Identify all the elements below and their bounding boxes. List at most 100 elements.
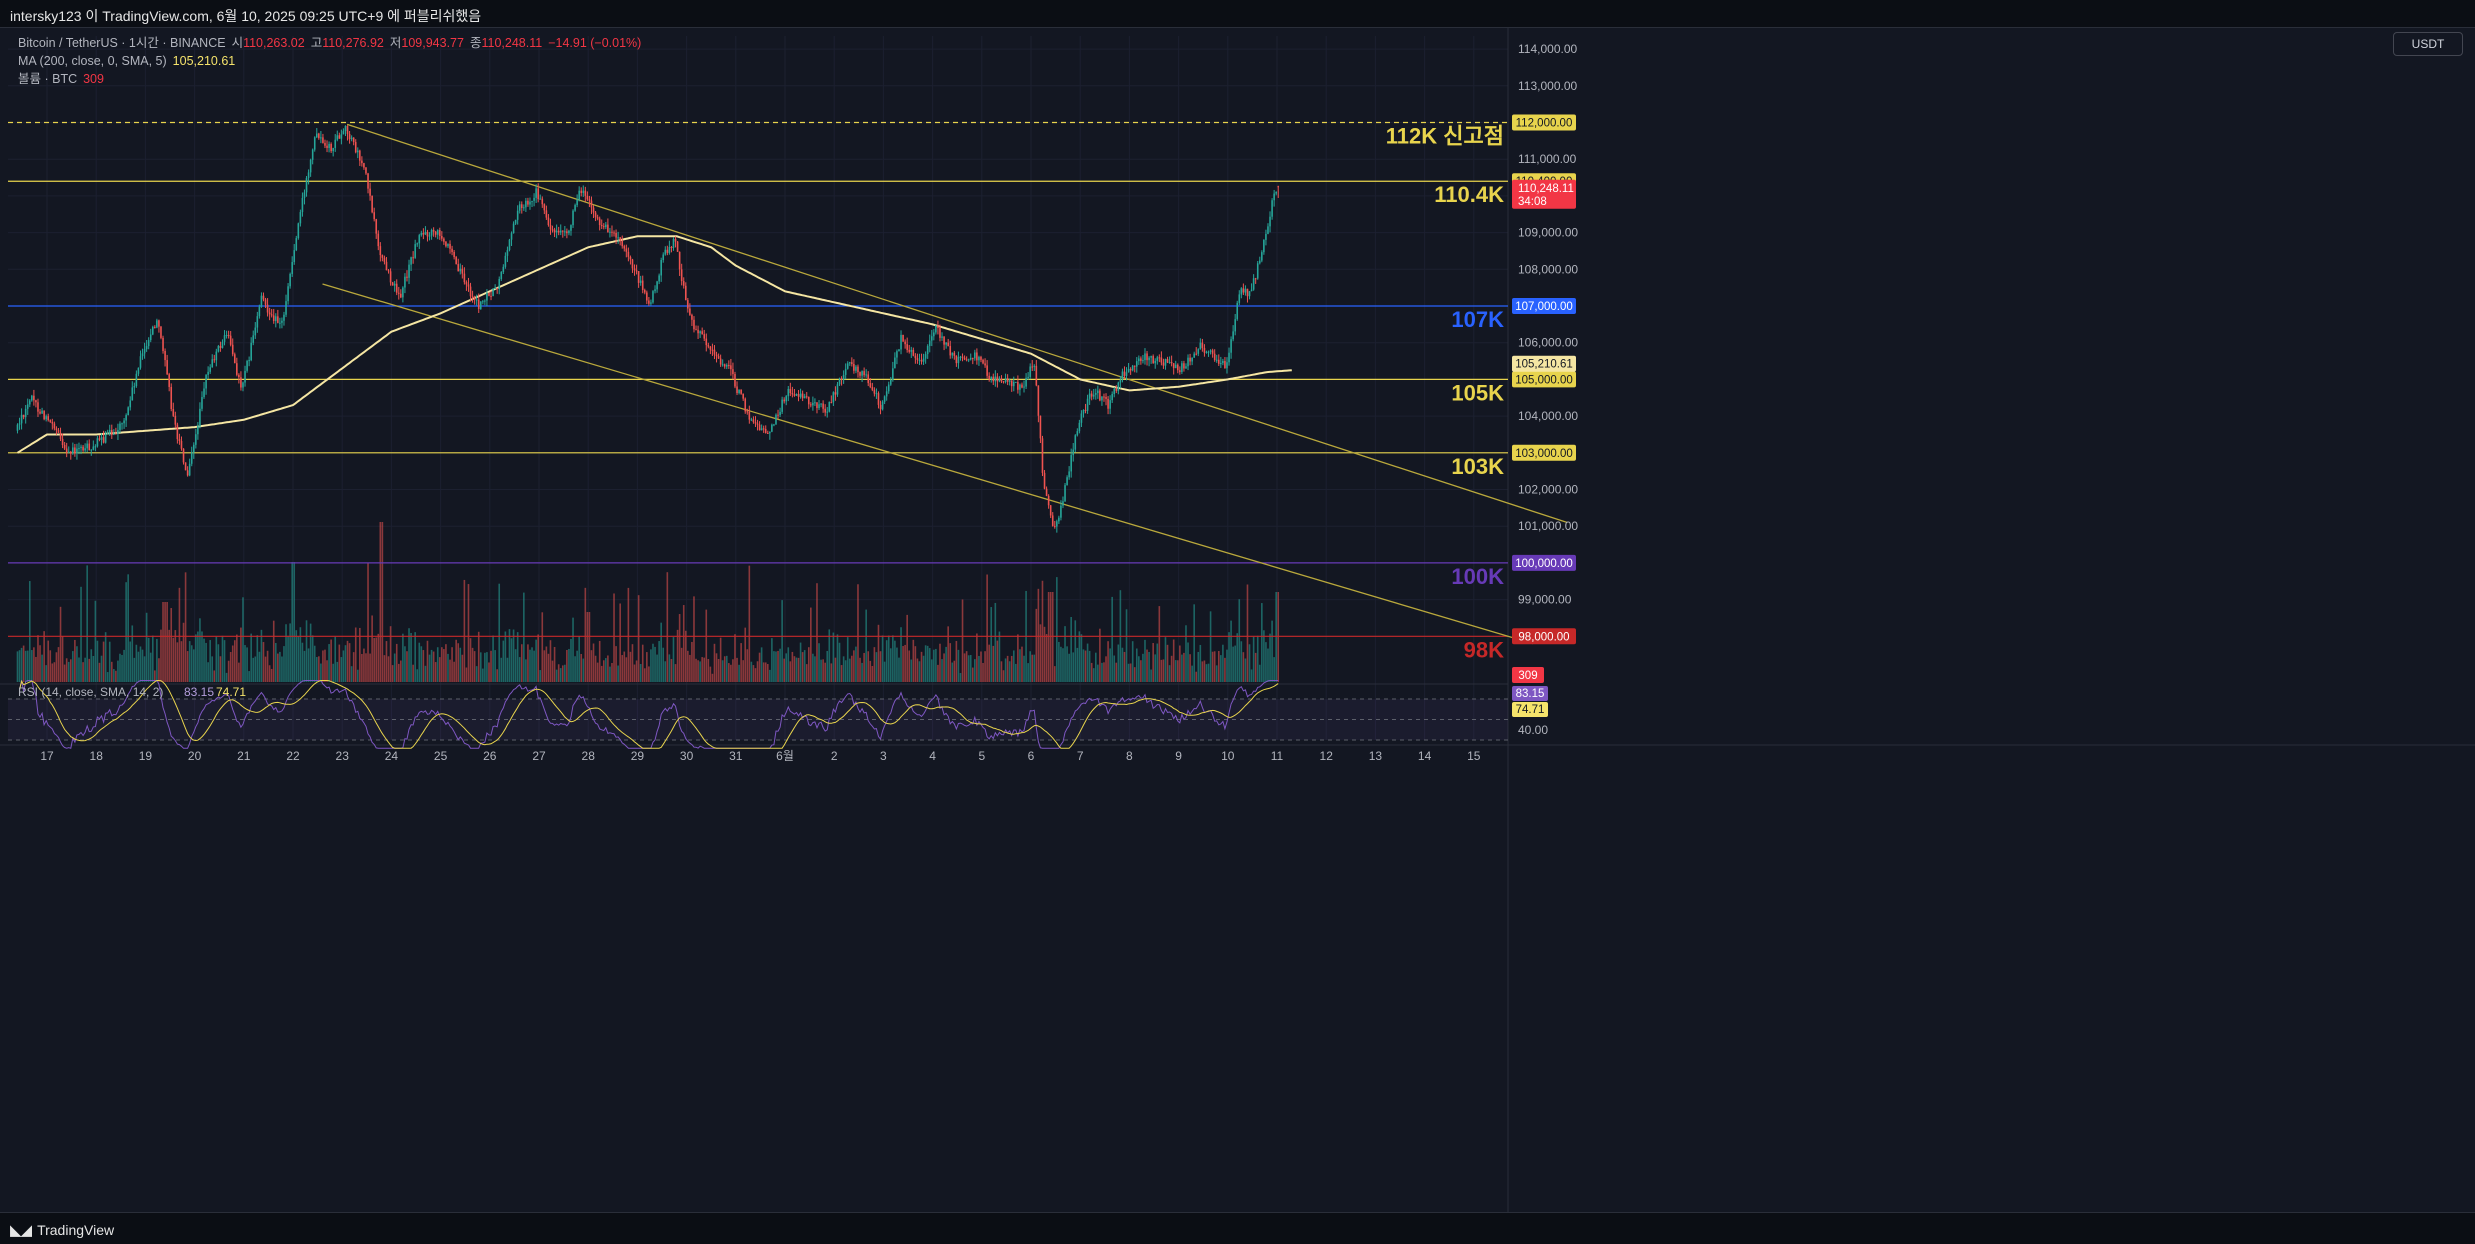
candle-down (467, 284, 470, 287)
candle-up (1094, 393, 1097, 395)
candle-up (1261, 252, 1263, 261)
legend-symbol[interactable]: Bitcoin / TetherUS · 1시간 · BINANCE (18, 36, 226, 50)
candle-down (984, 363, 986, 366)
volume-bar (881, 635, 884, 682)
candle-up (974, 352, 976, 359)
volume-bar (990, 607, 993, 682)
volume-bar (359, 627, 361, 682)
candle-down (549, 225, 552, 230)
candle-up (41, 410, 43, 414)
volume-bar (928, 648, 931, 682)
candle-down (379, 246, 382, 256)
volume-bar (834, 657, 837, 682)
volume-bar (1070, 616, 1072, 682)
legend-high-label: 고 (310, 36, 323, 50)
candle-down (748, 411, 751, 420)
volume-bar (209, 640, 211, 682)
candle-up (498, 279, 501, 289)
volume-bar (463, 579, 466, 682)
volume-bar (559, 668, 562, 682)
volume-bar (1271, 620, 1273, 682)
volume-bar (369, 653, 371, 682)
volume-bar (648, 666, 650, 682)
volume-bar (1121, 647, 1124, 682)
candle-up (832, 392, 835, 403)
volume-bar (158, 658, 160, 682)
candle-up (1238, 294, 1241, 303)
volume-bar (162, 602, 164, 682)
time-tick-label: 5 (978, 749, 985, 763)
tradingview-logo[interactable]: ◣◢ TradingView (10, 1221, 114, 1239)
volume-bar (332, 663, 334, 682)
candle-down (69, 451, 72, 454)
candle-up (848, 362, 851, 364)
chart-legend: Bitcoin / TetherUS · 1시간 · BINANCE 시110,… (18, 34, 641, 88)
volume-bar (484, 652, 486, 682)
candle-down (736, 386, 738, 394)
candle-up (205, 374, 207, 389)
candle-up (137, 367, 140, 374)
volume-bar (555, 669, 558, 682)
candle-up (252, 335, 255, 343)
candle-up (892, 368, 894, 380)
candle-up (785, 396, 788, 402)
level-label: 112K 신고점 (1386, 124, 1504, 149)
volume-bar (164, 602, 166, 682)
volume-bar (820, 659, 822, 682)
volume-bar (598, 640, 601, 682)
candle-up (217, 345, 220, 352)
candle-down (707, 345, 710, 347)
volume-bar (443, 649, 445, 682)
legend-volume-label[interactable]: 볼륨 · BTC (18, 72, 78, 86)
volume-bar (92, 655, 95, 682)
candle-up (104, 433, 107, 443)
volume-bar (420, 646, 423, 682)
volume-bar (1066, 646, 1068, 682)
volume-bar (682, 605, 685, 682)
volume-bar (713, 643, 716, 682)
candle-down (857, 366, 859, 373)
volume-bar (584, 587, 587, 682)
legend-ma-label[interactable]: MA (200, close, 0, SMA, 5) (18, 54, 167, 68)
candle-down (586, 195, 589, 200)
candle-up (72, 447, 74, 454)
candle-down (537, 188, 539, 200)
candle-up (1263, 239, 1265, 253)
volume-bar (51, 663, 54, 682)
candle-down (61, 438, 64, 446)
candle-down (47, 416, 50, 421)
candle-up (609, 231, 611, 233)
level-price-tag (1512, 114, 1576, 131)
chart-grid (0, 28, 2475, 1212)
candle-up (121, 423, 123, 425)
candle-up (500, 271, 503, 280)
level-label: 105K (1451, 380, 1504, 405)
volume-bar (412, 664, 414, 682)
volume-bar (346, 640, 349, 682)
time-tick-label: 22 (286, 749, 300, 763)
candle-up (959, 356, 962, 358)
volume-bar (436, 647, 439, 682)
candle-down (728, 364, 730, 366)
candle-up (1199, 342, 1202, 350)
candle-down (976, 352, 978, 361)
volume-bar (16, 651, 19, 682)
price-chart[interactable]: RSI (14, close, SMA, 14, 2) 83.15 74.71 11… (0, 28, 2475, 1212)
volume-bar (1072, 652, 1075, 682)
candle-up (605, 224, 607, 228)
volume-bars (16, 522, 1280, 682)
volume-bar (926, 645, 929, 682)
candle-down (397, 292, 400, 294)
candle-up (828, 402, 831, 412)
price-tick-label: 104,000.00 (1518, 409, 1578, 423)
candle-up (221, 341, 224, 348)
volume-bar (354, 627, 357, 682)
candle-up (1148, 357, 1150, 361)
volume-bar (192, 649, 195, 682)
candle-down (1140, 358, 1142, 361)
volume-bar (395, 643, 398, 682)
currency-button[interactable]: USDT (2393, 32, 2463, 56)
candle-down (37, 402, 39, 412)
candle-down (1277, 186, 1280, 188)
volume-bar (199, 618, 201, 682)
